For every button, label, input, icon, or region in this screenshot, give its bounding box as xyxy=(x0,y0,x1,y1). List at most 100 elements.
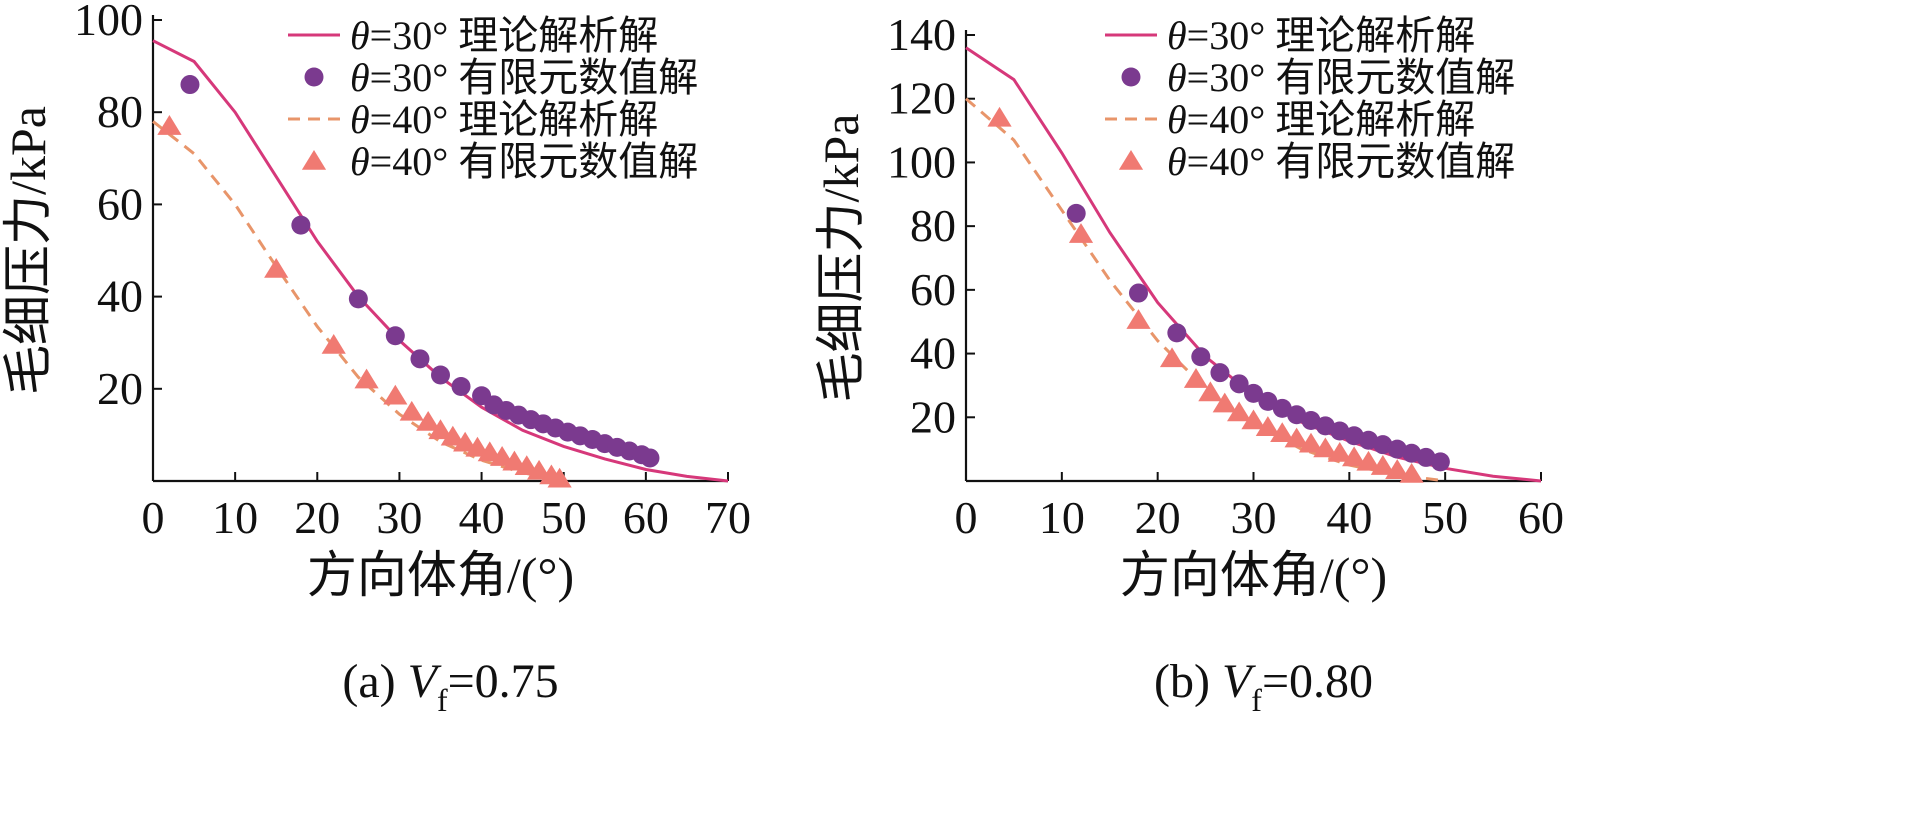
data-point xyxy=(1344,426,1364,446)
x-axis-label: 方向体角/(°) xyxy=(1120,547,1387,603)
data-point xyxy=(547,467,572,488)
legend-item: θ=40° 理论解析解 xyxy=(288,97,658,142)
legend-marker-swatch xyxy=(1118,150,1144,170)
data-point xyxy=(1244,383,1263,403)
x-tick-label: 60 xyxy=(623,492,669,543)
data-point xyxy=(1126,309,1151,329)
caption-variable: V xyxy=(1222,655,1256,708)
data-point xyxy=(514,455,539,476)
data-point xyxy=(1359,430,1378,450)
data-point xyxy=(477,441,502,462)
data-point xyxy=(1129,283,1148,303)
data-point xyxy=(1066,203,1086,223)
caption-subscript: f xyxy=(437,682,448,718)
panel-caption: (a) Vf=0.75 xyxy=(342,655,558,718)
data-point xyxy=(453,431,478,452)
data-point xyxy=(1370,455,1395,475)
legend-item: θ=30° 理论解析解 xyxy=(288,13,658,58)
y-tick-label: 100 xyxy=(887,136,956,187)
y-tick-label: 60 xyxy=(97,178,143,229)
y-tick-label: 80 xyxy=(910,200,956,251)
data-point xyxy=(416,410,441,431)
data-point xyxy=(1159,347,1185,368)
legend-item: θ=30° 有限元数值解 xyxy=(304,55,698,100)
y-tick-label: 40 xyxy=(910,328,956,379)
data-point xyxy=(1068,223,1094,243)
data-point xyxy=(180,75,200,95)
y-tick-label: 20 xyxy=(910,391,956,442)
data-point xyxy=(1191,347,1211,367)
x-tick-label: 10 xyxy=(212,492,258,543)
series-points-1 xyxy=(1066,203,1450,472)
data-point xyxy=(264,257,289,278)
data-point xyxy=(1315,416,1335,436)
panel-caption: (b) Vf=0.80 xyxy=(1154,655,1373,718)
data-point xyxy=(291,215,311,235)
chart-panel-a: 0 10 20 30 40 50 60 70 20 40 60 80 100 方向体角/(°) 毛细压力/k… xyxy=(0,0,751,718)
data-point xyxy=(451,376,471,396)
x-tick-label: 40 xyxy=(459,492,505,543)
data-point xyxy=(1229,374,1249,394)
caption-value: =0.80 xyxy=(1262,655,1373,708)
legend-item: θ=30° 理论解析解 xyxy=(1105,13,1475,58)
data-point xyxy=(1198,381,1223,402)
data-point xyxy=(1183,368,1209,388)
x-tick-label: 50 xyxy=(1422,492,1468,543)
caption-prefix: (a) xyxy=(342,655,407,708)
data-point xyxy=(1430,452,1450,472)
data-point xyxy=(1342,446,1367,467)
data-point xyxy=(1270,422,1295,443)
series-line xyxy=(152,120,564,483)
x-tick-label: 50 xyxy=(541,492,587,543)
data-point xyxy=(1416,447,1436,467)
y-axis-label: 毛细压力/kPa xyxy=(813,114,869,403)
series-points-3 xyxy=(157,115,572,488)
series-points-1 xyxy=(180,75,660,468)
y-tick-label: 120 xyxy=(887,73,956,124)
data-point xyxy=(354,368,379,389)
caption-prefix: (b) xyxy=(1154,655,1222,708)
data-point xyxy=(1287,405,1307,425)
data-point xyxy=(1284,427,1309,448)
data-point xyxy=(987,106,1012,127)
x-tick-label: 60 xyxy=(1518,492,1564,543)
data-point xyxy=(502,450,527,471)
data-point xyxy=(383,384,408,405)
data-point xyxy=(465,436,490,457)
chart-panel-b: 0 10 20 30 40 50 60 20 40 60 80 100 120 140 方向体角/(°) 毛细… xyxy=(813,9,1564,718)
legend-item: θ=40° 有限元数值解 xyxy=(1118,139,1515,184)
data-point xyxy=(1167,323,1187,343)
data-point xyxy=(321,334,346,354)
data-point xyxy=(1373,435,1393,455)
legend-item: θ=40° 理论解析解 xyxy=(1105,97,1475,142)
data-point xyxy=(1385,459,1410,479)
data-point xyxy=(348,289,368,309)
data-point xyxy=(410,349,430,369)
data-point xyxy=(1255,416,1280,436)
data-point xyxy=(1227,401,1252,422)
caption-subscript: f xyxy=(1251,682,1262,718)
legend-item: θ=30° 有限元数值解 xyxy=(1121,55,1515,100)
x-tick-label: 0 xyxy=(142,492,165,543)
legend-label: θ=30° 理论解析解 xyxy=(350,13,658,58)
caption-variable: V xyxy=(408,655,442,708)
data-point xyxy=(1402,443,1422,463)
data-point xyxy=(490,446,515,466)
y-axis-label: 毛细压力/kPa xyxy=(0,106,56,395)
data-point xyxy=(1356,450,1381,471)
data-point xyxy=(440,425,465,446)
data-point xyxy=(1301,410,1321,430)
x-tick-label: 20 xyxy=(294,492,340,543)
data-point xyxy=(428,419,453,440)
data-point xyxy=(1387,439,1407,459)
data-point xyxy=(640,448,660,468)
x-tick-label: 10 xyxy=(1039,492,1085,543)
legend-marker-swatch xyxy=(1121,67,1141,87)
data-point xyxy=(385,326,405,346)
x-tick-label: 0 xyxy=(955,492,978,543)
data-point xyxy=(1298,432,1324,453)
legend-label: θ=40° 理论解析解 xyxy=(1167,97,1475,142)
